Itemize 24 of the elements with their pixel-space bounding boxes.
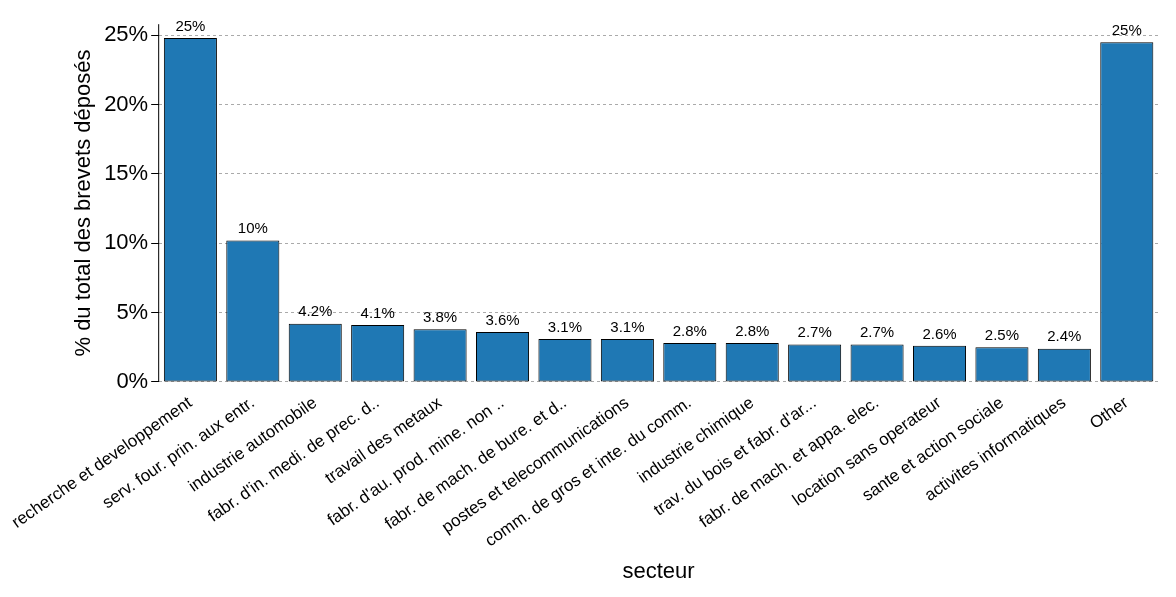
data-label: 3.6%: [485, 310, 520, 328]
data-label: 2.4%: [1047, 327, 1082, 345]
data-label: 2.8%: [735, 321, 770, 339]
data-label: 4.2%: [298, 302, 333, 320]
data-label: 10%: [237, 219, 268, 237]
data-label: 2.7%: [797, 323, 832, 341]
data-label: 3.1%: [610, 317, 645, 335]
data-label: 25%: [1111, 20, 1142, 38]
y-tick-label: 10%: [104, 229, 149, 255]
data-label: 3.8%: [423, 307, 458, 325]
data-label: 2.7%: [859, 323, 895, 341]
data-label: 2.6%: [922, 324, 957, 342]
x-axis-title: secteur: [622, 557, 695, 583]
y-tick-label: 5%: [116, 298, 149, 324]
y-tick-label: 0%: [116, 367, 149, 393]
data-label: 25%: [175, 16, 206, 34]
y-axis-title: % du total des brevets déposés: [70, 49, 96, 357]
data-label: 2.8%: [672, 321, 707, 339]
data-label: 3.1%: [547, 317, 583, 335]
data-label: 2.5%: [984, 325, 1020, 343]
y-tick-label: 20%: [104, 90, 149, 116]
y-tick-label: 15%: [104, 160, 149, 185]
data-label: 4.1%: [360, 303, 395, 321]
y-tick-label: 25%: [104, 21, 149, 47]
